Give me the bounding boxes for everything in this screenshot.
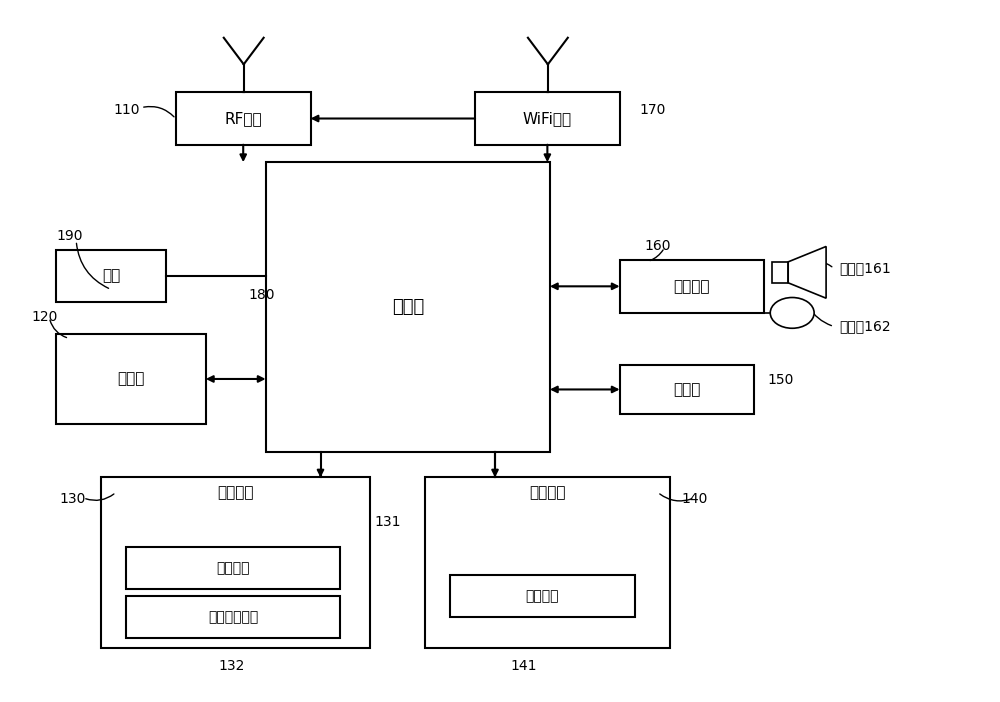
Text: 传感器: 传感器 (673, 382, 701, 397)
Text: WiFi模块: WiFi模块 (523, 111, 572, 126)
Text: 150: 150 (767, 373, 794, 388)
Text: 显示面板: 显示面板 (526, 589, 559, 603)
Text: 110: 110 (113, 102, 140, 117)
Circle shape (770, 298, 814, 329)
Text: 显示单元: 显示单元 (529, 485, 566, 500)
Text: 120: 120 (31, 310, 58, 324)
Text: RF电路: RF电路 (224, 111, 262, 126)
Text: 触控面板: 触控面板 (216, 561, 250, 575)
Text: 160: 160 (645, 239, 671, 253)
Bar (620, 365, 754, 414)
Text: 131: 131 (374, 515, 401, 529)
Bar (176, 92, 311, 145)
Text: 存储器: 存储器 (117, 371, 145, 387)
Text: 140: 140 (681, 492, 708, 506)
Bar (266, 162, 550, 452)
Text: 132: 132 (219, 658, 245, 673)
Bar (450, 575, 635, 616)
Text: 扬声器161: 扬声器161 (839, 261, 891, 275)
Bar (126, 596, 340, 637)
Text: 141: 141 (510, 658, 536, 673)
Bar (425, 477, 670, 648)
Text: 190: 190 (56, 229, 83, 243)
Bar (126, 547, 340, 589)
Bar (101, 477, 370, 648)
Polygon shape (788, 246, 826, 298)
Text: 130: 130 (59, 492, 86, 506)
Text: 输入单元: 输入单元 (217, 485, 254, 500)
Text: 180: 180 (249, 288, 275, 302)
Bar (620, 260, 764, 312)
Bar (772, 262, 788, 283)
Text: 电源: 电源 (102, 268, 120, 284)
Text: 传声器162: 传声器162 (839, 319, 891, 333)
Text: 音频电路: 音频电路 (674, 279, 710, 294)
Text: 其他输入设备: 其他输入设备 (208, 610, 258, 623)
Bar (475, 92, 620, 145)
Bar (56, 333, 206, 425)
Text: 处理器: 处理器 (392, 298, 424, 317)
Text: 170: 170 (640, 102, 666, 117)
Bar (56, 250, 166, 302)
